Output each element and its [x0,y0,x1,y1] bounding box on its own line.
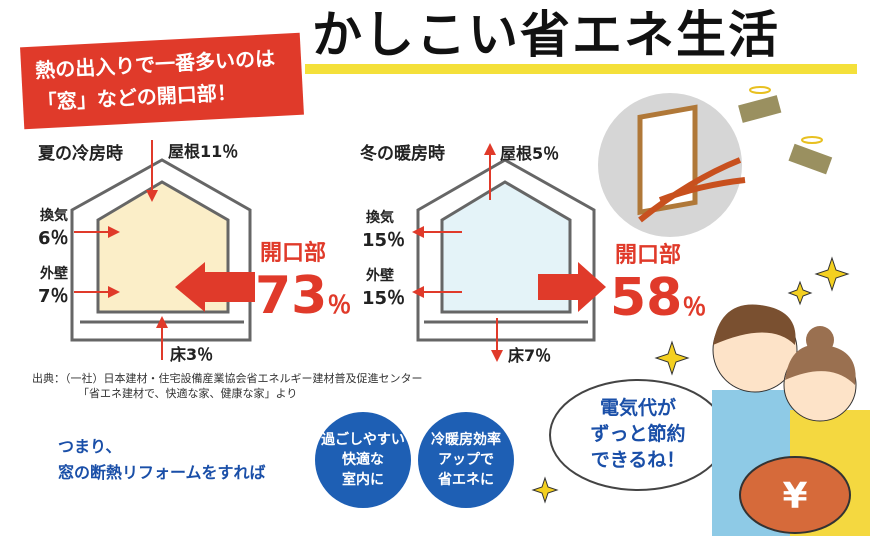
summer-floor: 床3％ [170,345,214,364]
window-icon [598,93,746,237]
winter-wall: 15％ [362,288,406,309]
summer-roof: 屋根11％ [168,142,239,161]
benefit-circle-energy: 冷暖房効率 アップで 省エネに [418,412,514,508]
family-illustration: ¥ [712,304,870,536]
winter-opening-number: 58 [610,268,683,328]
summer-wall: 7％ [38,286,69,307]
page-title: かしこい省エネ生活 [312,6,780,64]
winter-heading: 冬の暖房時 [360,144,445,164]
benefit-circle-comfort: 過ごしやすい 快適な 室内に [315,412,411,508]
conclusion-line-2: 窓の断熱リフォームをすれば [58,463,266,482]
summer-vent-label: 換気 [40,208,68,224]
summer-house-icon [70,140,255,360]
bubble-text: 電気代が ずっと節約 できるね！ [558,395,718,473]
winter-vent: 15％ [362,230,406,251]
svg-text:¥: ¥ [782,476,807,517]
winter-opening-value: 58％ [610,272,706,324]
conclusion-line-1: つまり、 [58,437,122,456]
percent-sign: ％ [327,291,352,319]
title-underline [305,64,857,74]
winter-roof: 屋根5％ [500,144,560,163]
bubble-line-3: できるね！ [590,449,686,471]
summer-opening-number: 73 [255,266,328,326]
winter-wall-label: 外壁 [366,268,394,284]
bubble-line-1: 電気代が [599,397,676,419]
winter-vent-label: 換気 [366,210,394,226]
winter-floor: 床7％ [508,346,552,365]
source-line-1: 出典：（一社）日本建材・住宅設備産業協会省エネルギー建材普及促進センター [32,372,423,385]
summer-wall-label: 外壁 [40,266,68,282]
source-line-2: 「省エネ建材で、快適な家、健康な家」より [78,387,298,400]
bubble-line-2: ずっと節約 [590,423,686,445]
winter-opening-label: 開口部 [615,243,682,268]
winter-house-icon [412,143,606,362]
summer-vent: 6％ [38,228,69,249]
sparkle-icon [531,256,850,504]
percent-sign: ％ [682,293,707,321]
summer-opening-label: 開口部 [260,241,327,266]
summer-opening-value: 73％ [255,270,351,322]
summer-heading: 夏の冷房時 [38,144,123,164]
yen-purse-icon: ¥ [739,456,851,534]
flying-money-icon [738,86,833,175]
